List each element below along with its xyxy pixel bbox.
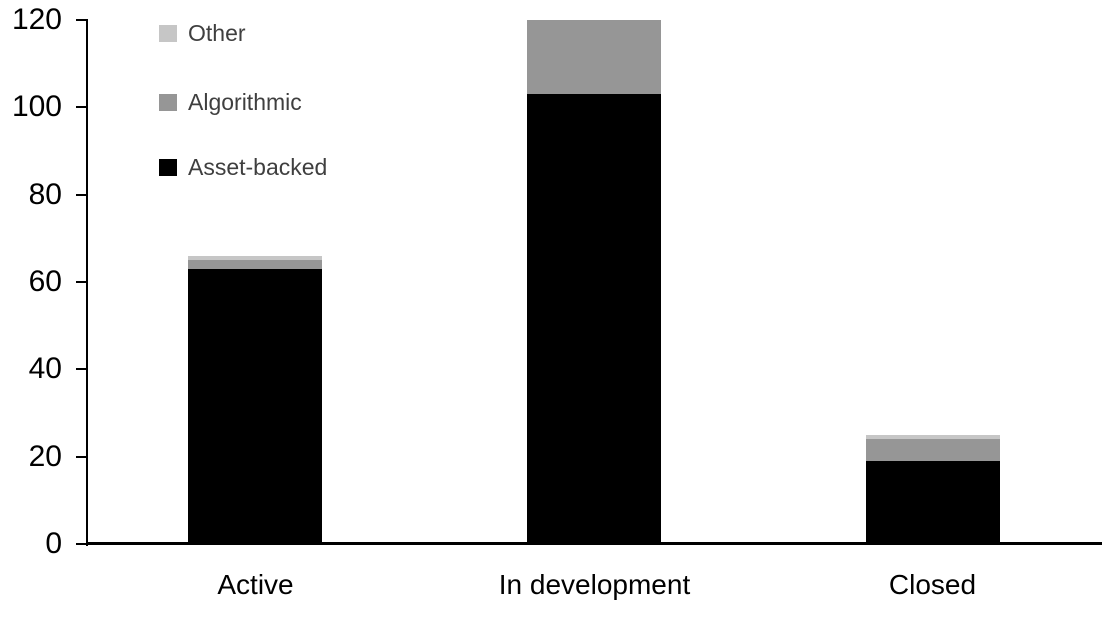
y-tick-mark-0 — [76, 543, 86, 545]
y-tick-label-20: 20 — [28, 440, 62, 473]
y-tick-label-0: 0 — [45, 527, 62, 560]
legend-item-asset-backed: Asset-backed — [159, 153, 328, 180]
y-tick-mark-100 — [76, 106, 86, 108]
legend-item-other: Other — [159, 19, 246, 46]
legend-item-algorithmic: Algorithmic — [159, 88, 302, 115]
x-axis-label-closed: Closed — [888, 569, 977, 600]
y-tick-label-100: 100 — [11, 90, 62, 123]
y-tick-mark-60 — [76, 281, 86, 283]
other-swatch-icon — [159, 24, 177, 42]
legend-label: Other — [188, 19, 246, 46]
algorithmic-swatch-icon — [159, 93, 177, 111]
y-tick-label-40: 40 — [28, 352, 62, 385]
bar-segment-closed-algorithmic — [866, 439, 1000, 461]
asset-backed-swatch-icon — [159, 158, 177, 176]
y-tick-label-80: 80 — [28, 178, 62, 211]
bar-segment-active-other — [188, 256, 322, 260]
y-tick-mark-80 — [76, 194, 86, 196]
y-tick-label-60: 60 — [28, 265, 62, 298]
legend-label: Asset-backed — [188, 153, 328, 180]
bar-segment-closed-other — [866, 435, 1000, 439]
y-tick-mark-20 — [76, 456, 86, 458]
bar-segment-closed-asset-backed — [866, 461, 1000, 544]
y-tick-mark-120 — [76, 19, 86, 21]
x-axis-line — [86, 542, 1102, 545]
bar-segment-active-asset-backed — [188, 269, 322, 544]
bar-segment-active-algorithmic — [188, 260, 322, 269]
y-tick-mark-40 — [76, 368, 86, 370]
legend-label: Algorithmic — [188, 88, 302, 115]
x-axis-label-in-development: In development — [498, 569, 691, 600]
x-axis-label-active: Active — [217, 569, 294, 600]
bar-segment-in-development-algorithmic — [527, 20, 661, 94]
bar-segment-in-development-asset-backed — [527, 94, 661, 544]
y-axis-line — [86, 19, 88, 546]
y-tick-label-120: 120 — [11, 3, 62, 36]
